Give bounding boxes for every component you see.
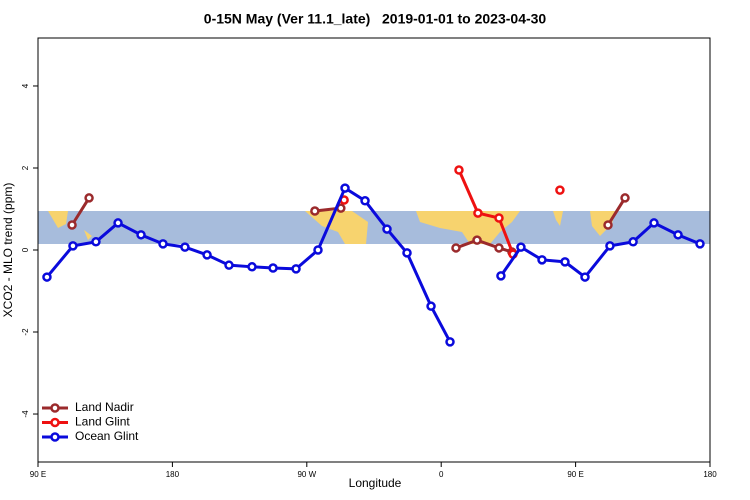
y-tick-label: 4 [21, 83, 30, 88]
data-point [472, 235, 482, 245]
x-tick-label: 180 [166, 470, 180, 479]
data-point [268, 263, 278, 273]
data-point [180, 242, 190, 252]
legend-label: Land Nadir [75, 400, 134, 414]
x-tick-label: 180 [703, 470, 717, 479]
data-point [445, 337, 455, 347]
data-point [451, 243, 461, 253]
x-tick-label: 90 E [567, 470, 583, 479]
data-point [494, 243, 504, 253]
x-tick-label: 90 E [30, 470, 46, 479]
data-point [673, 230, 683, 240]
x-axis-label: Longitude [349, 476, 402, 490]
data-point [537, 255, 547, 265]
x-tick-label: 0 [439, 470, 444, 479]
chart-title: 0-15N May (Ver 11.1_late) 2019-01-01 to … [204, 11, 547, 27]
data-point [340, 183, 350, 193]
data-point [360, 196, 370, 206]
data-point [158, 239, 168, 249]
data-point [496, 271, 506, 281]
data-point [560, 257, 570, 267]
y-tick-label: -2 [21, 328, 30, 336]
data-point [580, 272, 590, 282]
land [305, 211, 368, 244]
data-point [113, 218, 123, 228]
y-tick-label: -4 [21, 410, 30, 418]
data-point [310, 206, 320, 216]
data-point [494, 213, 504, 223]
data-point [649, 218, 659, 228]
data-point [224, 260, 234, 270]
y-tick-label: 2 [21, 165, 30, 170]
data-point [42, 272, 52, 282]
data-point [454, 165, 464, 175]
x-tick-label: 90 W [297, 470, 316, 479]
data-point [628, 237, 638, 247]
legend-marker [50, 403, 60, 413]
data-point [603, 220, 613, 230]
data-point [382, 224, 392, 234]
data-point [68, 241, 78, 251]
legend-marker [50, 432, 60, 442]
data-point [247, 262, 257, 272]
data-point [555, 185, 565, 195]
data-point [426, 301, 436, 311]
data-point [67, 220, 77, 230]
data-point [91, 237, 101, 247]
y-axis-label: XCO2 - MLO trend (ppm) [1, 183, 15, 318]
legend-label: Ocean Glint [75, 429, 139, 443]
y-tick-label: 0 [21, 247, 30, 252]
data-point [202, 250, 212, 260]
data-point [473, 208, 483, 218]
data-point [605, 241, 615, 251]
legend-label: Land Glint [75, 415, 130, 429]
land [48, 211, 92, 240]
data-point [136, 230, 146, 240]
data-point [84, 193, 94, 203]
land [416, 211, 520, 244]
series-line [70, 197, 627, 254]
data-point [291, 264, 301, 274]
legend-marker [50, 417, 60, 428]
data-point [313, 245, 323, 255]
data-point [695, 239, 705, 249]
data-point [620, 193, 630, 203]
data-point [516, 242, 526, 252]
land [553, 211, 615, 236]
data-point [402, 248, 412, 258]
